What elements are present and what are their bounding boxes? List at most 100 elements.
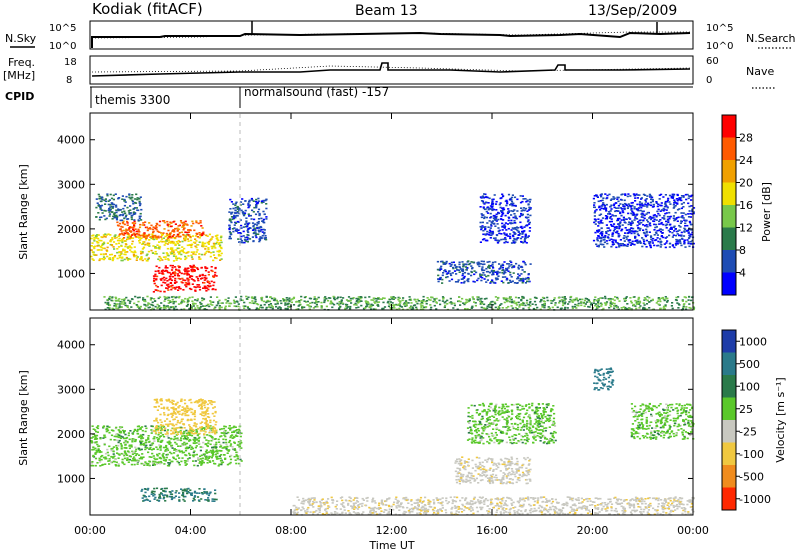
heatmap-cell bbox=[280, 302, 283, 305]
heatmap-cell bbox=[399, 305, 402, 308]
heatmap-cell bbox=[490, 234, 493, 237]
heatmap-cell bbox=[659, 228, 662, 231]
heatmap-cell bbox=[668, 217, 671, 220]
heatmap-cell bbox=[564, 301, 567, 303]
heatmap-cell bbox=[237, 303, 240, 305]
heatmap-cell bbox=[182, 492, 185, 494]
heatmap-cell bbox=[164, 242, 167, 244]
heatmap-cell bbox=[650, 195, 653, 198]
heatmap-cell bbox=[476, 299, 480, 301]
heatmap-cell bbox=[251, 209, 254, 212]
heatmap-cell bbox=[152, 492, 155, 495]
heatmap-cell bbox=[105, 234, 108, 236]
heatmap-cell bbox=[611, 233, 614, 236]
heatmap-cell bbox=[502, 297, 505, 299]
heatmap-cell bbox=[136, 459, 139, 462]
heatmap-cell bbox=[202, 232, 205, 235]
heatmap-cell bbox=[155, 238, 158, 240]
heatmap-cell bbox=[561, 304, 565, 307]
heatmap-cell bbox=[183, 434, 186, 437]
heatmap-cell bbox=[501, 276, 505, 278]
heatmap-cell bbox=[193, 442, 196, 445]
heatmap-cell bbox=[216, 237, 219, 239]
heatmap-cell bbox=[681, 215, 684, 217]
heatmap-cell bbox=[148, 464, 151, 467]
heatmap-cell bbox=[458, 296, 461, 298]
heatmap-cell bbox=[491, 220, 494, 222]
heatmap-cell bbox=[505, 233, 508, 235]
heatmap-cell bbox=[620, 214, 623, 217]
heatmap-cell bbox=[152, 231, 155, 234]
heatmap-cell bbox=[484, 239, 487, 242]
heatmap-cell bbox=[524, 237, 527, 240]
heatmap-cell bbox=[232, 426, 235, 429]
heatmap-cell bbox=[265, 308, 268, 311]
heatmap-cell bbox=[208, 251, 211, 253]
heatmap-cell bbox=[195, 221, 198, 224]
heatmap-cell bbox=[124, 444, 127, 446]
heatmap-cell bbox=[484, 228, 487, 231]
heatmap-cell bbox=[460, 278, 463, 280]
heatmap-cell bbox=[138, 296, 141, 299]
colorbar-tick-label: 16 bbox=[739, 199, 753, 212]
heatmap-cell bbox=[509, 274, 512, 276]
heatmap-cell bbox=[200, 498, 203, 500]
heatmap-cell bbox=[245, 220, 248, 222]
heatmap-cell bbox=[211, 438, 215, 441]
heatmap-cell bbox=[600, 231, 603, 234]
heatmap-cell bbox=[605, 240, 608, 242]
heatmap-cell bbox=[683, 240, 686, 243]
heatmap-cell bbox=[638, 303, 641, 305]
heatmap-cell bbox=[480, 227, 483, 229]
heatmap-cell bbox=[472, 280, 475, 283]
heatmap-cell bbox=[661, 229, 664, 231]
heatmap-cell bbox=[173, 253, 176, 255]
nsearch-tick-low: 10^0 bbox=[706, 41, 733, 52]
heatmap-cell bbox=[676, 220, 679, 222]
heatmap-cell bbox=[500, 210, 503, 212]
heatmap-cell bbox=[528, 223, 531, 225]
heatmap-cell bbox=[655, 201, 658, 203]
heatmap-cell bbox=[188, 438, 191, 441]
heatmap-cell bbox=[159, 497, 162, 500]
heatmap-cell bbox=[116, 303, 119, 305]
heatmap-cell bbox=[597, 235, 600, 237]
heatmap-cell bbox=[315, 300, 318, 303]
heatmap-cell bbox=[603, 206, 606, 209]
heatmap-cell bbox=[209, 435, 213, 437]
heatmap-cell bbox=[189, 444, 192, 447]
heatmap-cell bbox=[415, 308, 418, 310]
heatmap-cell bbox=[166, 238, 169, 241]
heatmap-cell bbox=[174, 288, 177, 290]
heatmap-cell bbox=[98, 451, 101, 454]
heatmap-cell bbox=[224, 305, 227, 308]
heatmap-cell bbox=[583, 299, 587, 302]
heatmap-cell bbox=[104, 456, 107, 458]
heatmap-cell bbox=[668, 211, 671, 214]
heatmap-cell bbox=[115, 217, 118, 219]
heatmap-cell bbox=[121, 249, 125, 252]
heatmap-cell bbox=[233, 224, 236, 226]
heatmap-cell bbox=[481, 195, 484, 197]
heatmap-cell bbox=[444, 270, 447, 273]
heatmap-cell bbox=[124, 452, 127, 455]
heatmap-cell bbox=[112, 194, 115, 197]
colorbar-segment bbox=[722, 227, 736, 250]
heatmap-cell bbox=[201, 427, 204, 429]
heatmap-cell bbox=[259, 306, 262, 308]
heatmap-cell bbox=[125, 243, 128, 246]
heatmap-cell bbox=[122, 229, 125, 232]
heatmap-cell bbox=[438, 268, 442, 271]
heatmap-cell bbox=[112, 456, 115, 458]
heatmap-cell bbox=[191, 235, 195, 237]
heatmap-cell bbox=[132, 456, 136, 458]
heatmap-cell bbox=[464, 266, 468, 268]
heatmap-cell bbox=[166, 267, 169, 269]
heatmap-cell bbox=[660, 202, 663, 204]
heatmap-cell bbox=[191, 275, 194, 278]
heatmap-cell bbox=[313, 296, 316, 298]
heatmap-cell bbox=[119, 233, 122, 235]
heatmap-cell bbox=[123, 223, 126, 226]
nsky-label: N.Sky bbox=[5, 32, 37, 45]
heatmap-cell bbox=[215, 458, 219, 460]
